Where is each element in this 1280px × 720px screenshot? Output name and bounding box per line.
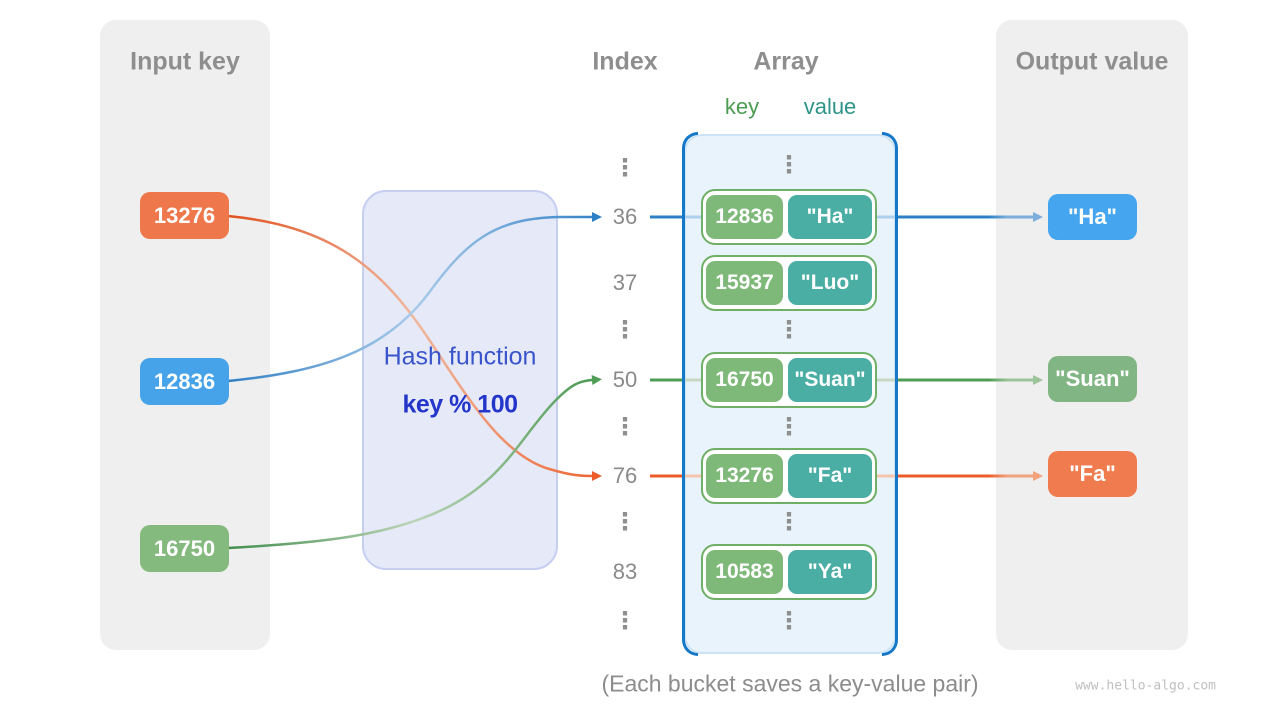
value-column-header: value xyxy=(803,94,857,119)
index-label-83: 83 xyxy=(612,559,638,584)
vertical-ellipsis: ⋮ xyxy=(777,151,801,179)
vertical-ellipsis: ⋮ xyxy=(613,508,637,536)
bucket-value: "Suan" xyxy=(788,358,872,402)
output-value-box-fa: "Fa" xyxy=(1048,451,1137,497)
bucket-value: "Fa" xyxy=(788,454,872,498)
bucket-key: 13276 xyxy=(706,454,783,498)
index-label-76: 76 xyxy=(612,463,638,488)
diagram-caption: (Each bucket saves a key-value pair) xyxy=(601,670,979,697)
watermark: www.hello-algo.com xyxy=(1075,678,1216,694)
bucket-index-50: 16750 "Suan" xyxy=(701,352,877,408)
array-bracket-left-icon xyxy=(682,132,698,656)
bucket-index-36: 12836 "Ha" xyxy=(701,189,877,245)
output-value-panel xyxy=(996,20,1188,650)
bucket-key: 15937 xyxy=(706,261,783,305)
bucket-key: 16750 xyxy=(706,358,783,402)
output-value-box-suan: "Suan" xyxy=(1048,356,1137,402)
vertical-ellipsis: ⋮ xyxy=(613,316,637,344)
hash-function-box xyxy=(362,190,558,570)
input-key-box-16750: 16750 xyxy=(140,525,229,572)
bucket-index-37: 15937 "Luo" xyxy=(701,255,877,311)
vertical-ellipsis: ⋮ xyxy=(777,316,801,344)
vertical-ellipsis: ⋮ xyxy=(613,413,637,441)
index-label-37: 37 xyxy=(612,270,638,295)
vertical-ellipsis: ⋮ xyxy=(777,508,801,536)
input-key-box-12836: 12836 xyxy=(140,358,229,405)
index-column-title: Index xyxy=(592,47,658,76)
index-label-36: 36 xyxy=(612,204,638,229)
index-label-50: 50 xyxy=(612,367,638,392)
vertical-ellipsis: ⋮ xyxy=(613,607,637,635)
vertical-ellipsis: ⋮ xyxy=(613,154,637,182)
bucket-index-76: 13276 "Fa" xyxy=(701,448,877,504)
output-panel-title: Output value xyxy=(1015,47,1169,76)
input-key-box-13276: 13276 xyxy=(140,192,229,239)
vertical-ellipsis: ⋮ xyxy=(777,607,801,635)
hash-function-label: Hash function xyxy=(383,342,537,371)
bucket-value: "Luo" xyxy=(788,261,872,305)
hash-function-formula: key % 100 xyxy=(402,390,518,419)
key-column-header: key xyxy=(724,94,760,119)
bucket-value: "Ha" xyxy=(788,195,872,239)
input-panel-title: Input key xyxy=(130,47,240,76)
vertical-ellipsis: ⋮ xyxy=(777,413,801,441)
array-title: Array xyxy=(753,47,819,76)
output-value-box-ha: "Ha" xyxy=(1048,194,1137,240)
bucket-value: "Ya" xyxy=(788,550,872,594)
bucket-index-83: 10583 "Ya" xyxy=(701,544,877,600)
bucket-key: 12836 xyxy=(706,195,783,239)
bucket-key: 10583 xyxy=(706,550,783,594)
array-bracket-right-icon xyxy=(882,132,898,656)
